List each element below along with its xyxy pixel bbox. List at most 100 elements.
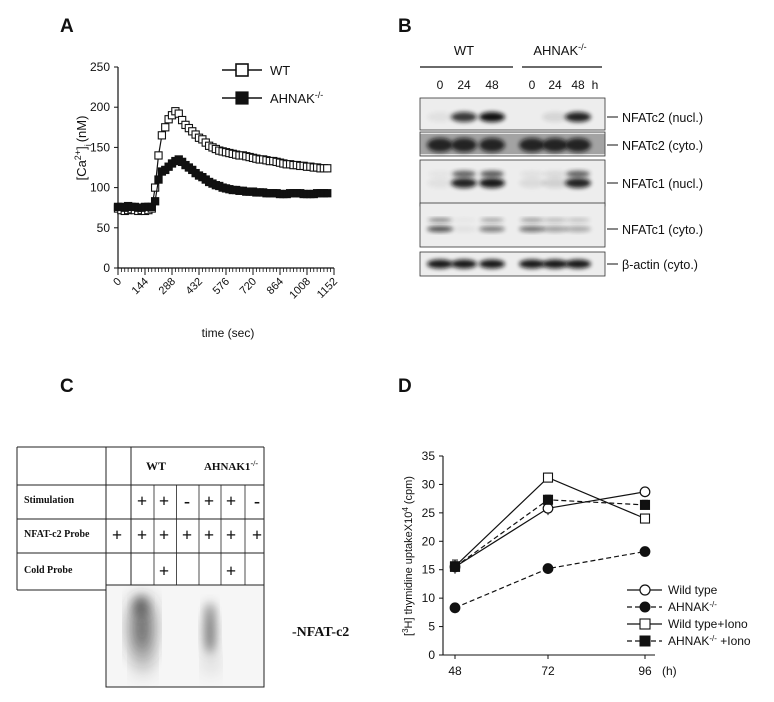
emsa-sign: + bbox=[159, 491, 169, 511]
series-line bbox=[454, 550, 646, 609]
blot-band bbox=[427, 138, 453, 152]
data-point bbox=[150, 197, 160, 206]
emsa-sign: - bbox=[184, 491, 190, 511]
blot-row: β-actin (cyto.) bbox=[419, 251, 698, 277]
y-tick-label: 10 bbox=[422, 591, 436, 605]
thymidine-chart-legend: Wild type AHNAK-/- Wild type+Iono AHNAK-… bbox=[627, 583, 751, 648]
emsa-sign: + bbox=[159, 561, 169, 581]
y-tick-label: 35 bbox=[422, 449, 436, 463]
blot-band bbox=[519, 178, 545, 188]
y-tick-label: 100 bbox=[90, 181, 110, 195]
x-tick-label: 432 bbox=[184, 276, 205, 297]
thymidine-chart: 0 5 10 15 20 25 30 35 48 72 96 [3H] thymidine upt… bbox=[401, 449, 751, 678]
x-tick-label: 0 bbox=[111, 276, 124, 289]
panel-label-b: B bbox=[398, 16, 412, 37]
data-point bbox=[154, 175, 163, 184]
blot-band bbox=[543, 170, 567, 178]
blot-band bbox=[519, 259, 545, 269]
emsa-sign: + bbox=[112, 525, 122, 545]
blot-band bbox=[542, 138, 568, 152]
blot-band bbox=[428, 171, 452, 178]
data-point bbox=[542, 502, 554, 514]
data-point bbox=[639, 499, 651, 510]
thymidine-chart-axes bbox=[442, 456, 655, 656]
y-tick-label: 30 bbox=[422, 477, 436, 491]
panel-label-c: C bbox=[60, 376, 74, 397]
legend-wildtype-iono-label: Wild type+Iono bbox=[668, 617, 748, 631]
blot-rows: NFATc2 (nucl.) NFATc2 (cyto.) NFATc1 (nucl… bbox=[419, 97, 703, 277]
thymidine-chart-x-ticks: 48 72 96 bbox=[448, 655, 652, 678]
blot-band bbox=[480, 218, 504, 222]
emsa-gel bbox=[105, 584, 265, 688]
blot-band bbox=[479, 226, 505, 232]
emsa-sign: + bbox=[137, 525, 147, 545]
emsa-signs: + + - + + -+ + + + + + ++ + bbox=[112, 491, 262, 581]
data-point bbox=[542, 563, 554, 574]
emsa-sign: + bbox=[137, 491, 147, 511]
calcium-chart-y-label: [Ca2+]i(nM) bbox=[73, 116, 93, 181]
series-1 bbox=[449, 546, 651, 614]
blot-lane-label: 0 bbox=[529, 78, 536, 92]
y-tick-label: 250 bbox=[90, 60, 110, 74]
blot-lane-label: 48 bbox=[571, 78, 585, 92]
blot-band bbox=[427, 259, 453, 269]
y-tick-label: 50 bbox=[97, 221, 111, 235]
series-line bbox=[454, 476, 646, 567]
y-tick-label: 20 bbox=[422, 534, 436, 548]
x-tick-label: 720 bbox=[238, 276, 259, 297]
blot-band bbox=[479, 138, 505, 152]
blot-band bbox=[542, 226, 568, 232]
emsa-row-probe: NFAT-c2 Probe bbox=[24, 529, 90, 540]
emsa-sign: + bbox=[204, 491, 214, 511]
blot-band bbox=[427, 178, 453, 188]
blot-row-label: β-actin (cyto.) bbox=[622, 258, 698, 272]
blot-lane-labels: 0 24 48 0 24 48 bbox=[437, 78, 585, 92]
emsa-table-grid bbox=[16, 446, 265, 591]
series-2 bbox=[449, 472, 651, 572]
blot-row: NFATc1 (nucl.) bbox=[419, 159, 703, 207]
emsa-group-ko: AHNAK1-/- bbox=[204, 459, 258, 474]
x-tick-label: 288 bbox=[157, 276, 178, 297]
blot-band bbox=[427, 226, 453, 232]
thymidine-chart-y-ticks: 0 5 10 15 20 25 30 35 bbox=[422, 449, 443, 662]
y-tick-label: 200 bbox=[90, 100, 110, 114]
blot-group-wt: WT bbox=[454, 43, 474, 58]
legend-wildtype-marker bbox=[639, 584, 651, 596]
legend-ko-label: AHNAK-/- bbox=[270, 90, 323, 106]
blot-band bbox=[565, 178, 591, 188]
blot-lane-label: 24 bbox=[548, 78, 562, 92]
y-tick-label: 25 bbox=[422, 506, 436, 520]
x-tick-label: 96 bbox=[638, 664, 652, 678]
blot-band bbox=[565, 112, 591, 122]
blot-band bbox=[520, 218, 544, 222]
blot-lane-label: 24 bbox=[457, 78, 471, 92]
thymidine-chart-y-label: [3H] thymidine uptakeX104 (cpm) bbox=[401, 476, 416, 636]
emsa-sign: + bbox=[204, 525, 214, 545]
blot-lane-label: 0 bbox=[437, 78, 444, 92]
legend-ahnak-iono-marker bbox=[639, 635, 651, 647]
emsa-sign: + bbox=[226, 525, 236, 545]
blot-band bbox=[565, 226, 591, 232]
legend-wt-label: WT bbox=[270, 63, 290, 78]
data-point bbox=[323, 189, 332, 198]
data-point bbox=[542, 494, 554, 505]
western-blot: WT AHNAK-/- 0 24 48 0 24 48 h NFATc2 (nucl.)N… bbox=[419, 42, 703, 277]
blot-band bbox=[480, 170, 504, 178]
blot-band bbox=[565, 259, 591, 269]
data-point bbox=[542, 472, 554, 483]
series-3 bbox=[449, 494, 651, 572]
legend-ahnak-iono-label: AHNAK-/- +Iono bbox=[668, 634, 751, 649]
emsa-sign: + bbox=[159, 525, 169, 545]
calcium-chart-legend: WT AHNAK-/- bbox=[222, 63, 323, 106]
blot-band bbox=[566, 218, 590, 222]
emsa-band-label: -NFAT-c2 bbox=[292, 625, 349, 640]
y-tick-label: 5 bbox=[428, 620, 435, 634]
blot-band bbox=[451, 226, 477, 232]
data-point bbox=[449, 602, 461, 614]
legend-ko-marker bbox=[235, 91, 249, 105]
blot-band bbox=[542, 259, 568, 269]
x-tick-label: 576 bbox=[211, 276, 232, 297]
blot-band bbox=[428, 218, 452, 222]
thymidine-chart-x-unit: (h) bbox=[662, 664, 677, 678]
blot-row-label: NFATc1 (cyto.) bbox=[622, 223, 703, 237]
